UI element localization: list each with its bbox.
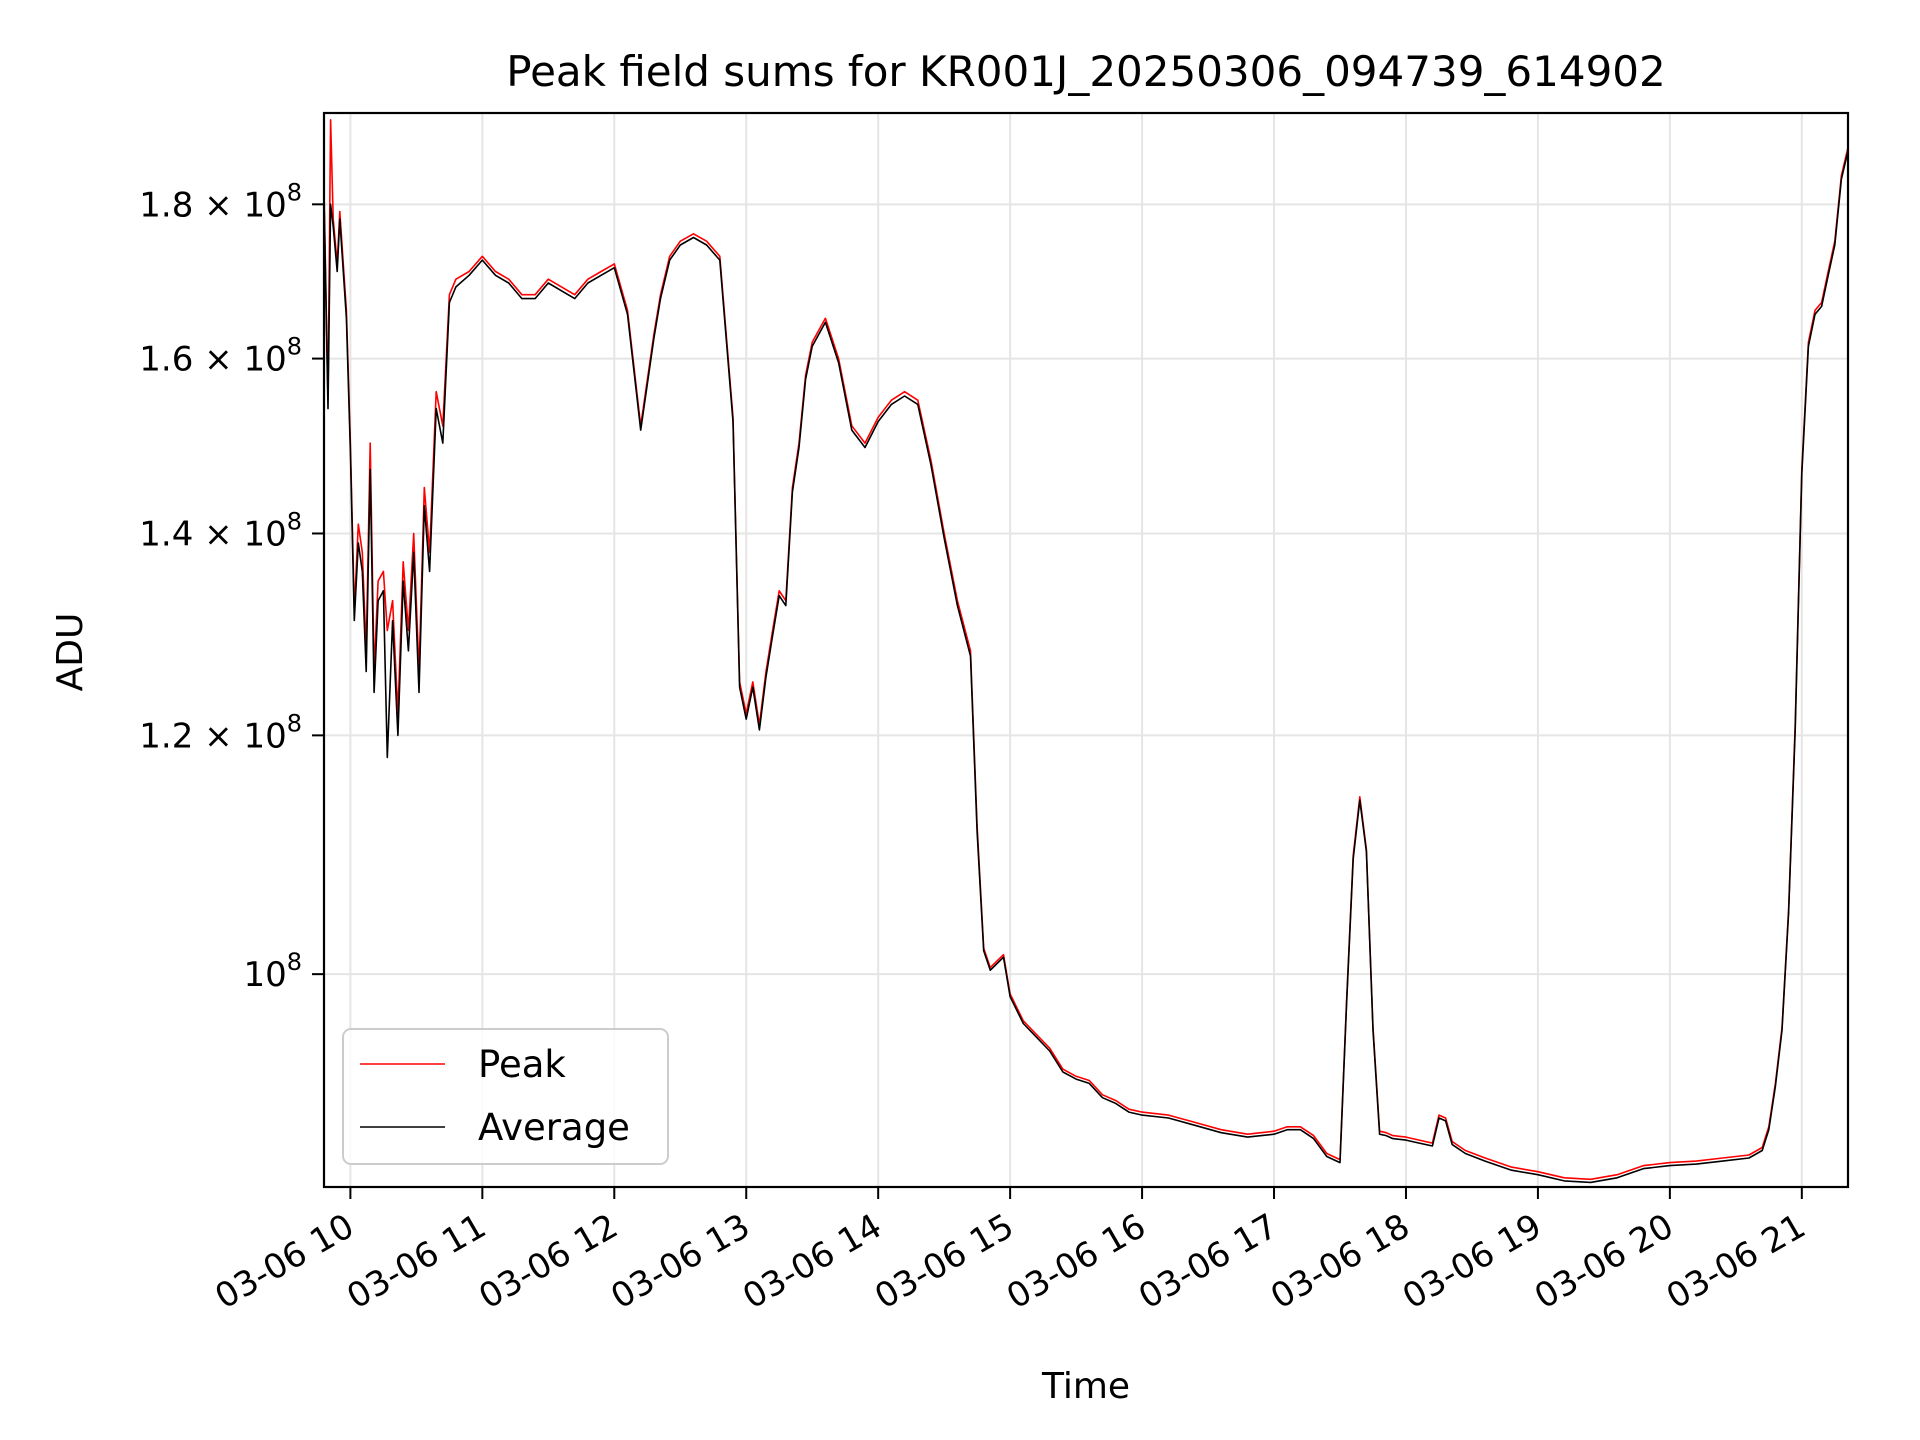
legend-label-average: Average: [478, 1106, 630, 1149]
plot-frame: [322, 111, 1850, 1189]
series-line-average: [324, 150, 1848, 1184]
y-tick-base: 10: [243, 340, 286, 380]
legend: Peak Average: [342, 1028, 669, 1165]
y-tick-base: 10: [243, 514, 286, 554]
y-tick-label: 108: [243, 948, 302, 995]
y-tick-mantissa: 1.2 ×: [139, 716, 243, 756]
grid-layer: [324, 113, 1848, 1187]
y-tick-exponent: 8: [287, 507, 302, 535]
chart-title: Peak field sums for KR001J_20250306_0947…: [506, 47, 1666, 96]
x-axis-label: Time: [1041, 1366, 1130, 1407]
legend-box: [342, 1028, 669, 1165]
y-axis-label: ADU: [50, 613, 91, 692]
y-tick-exponent: 8: [287, 948, 302, 976]
y-tick-label: 1.8 × 108: [139, 178, 302, 225]
y-tick-exponent: 8: [287, 709, 302, 737]
y-tick-base: 10: [243, 185, 286, 225]
y-tick-mantissa: 1.8 ×: [139, 185, 243, 225]
y-tick-exponent: 8: [287, 178, 302, 206]
series-layer: [324, 119, 1848, 1184]
y-tick-label: 1.6 × 108: [139, 333, 302, 380]
y-tick-exponent: 8: [287, 333, 302, 361]
y-tick-base: 10: [243, 716, 286, 756]
y-tick-label: 1.2 × 108: [139, 709, 302, 756]
y-tick-mantissa: 1.6 ×: [139, 340, 243, 380]
y-tick-mantissa: 1.4 ×: [139, 514, 243, 554]
y-tick-label: 1.4 × 108: [139, 507, 302, 554]
legend-label-peak: Peak: [478, 1043, 566, 1086]
y-tick-base: 10: [243, 955, 286, 995]
